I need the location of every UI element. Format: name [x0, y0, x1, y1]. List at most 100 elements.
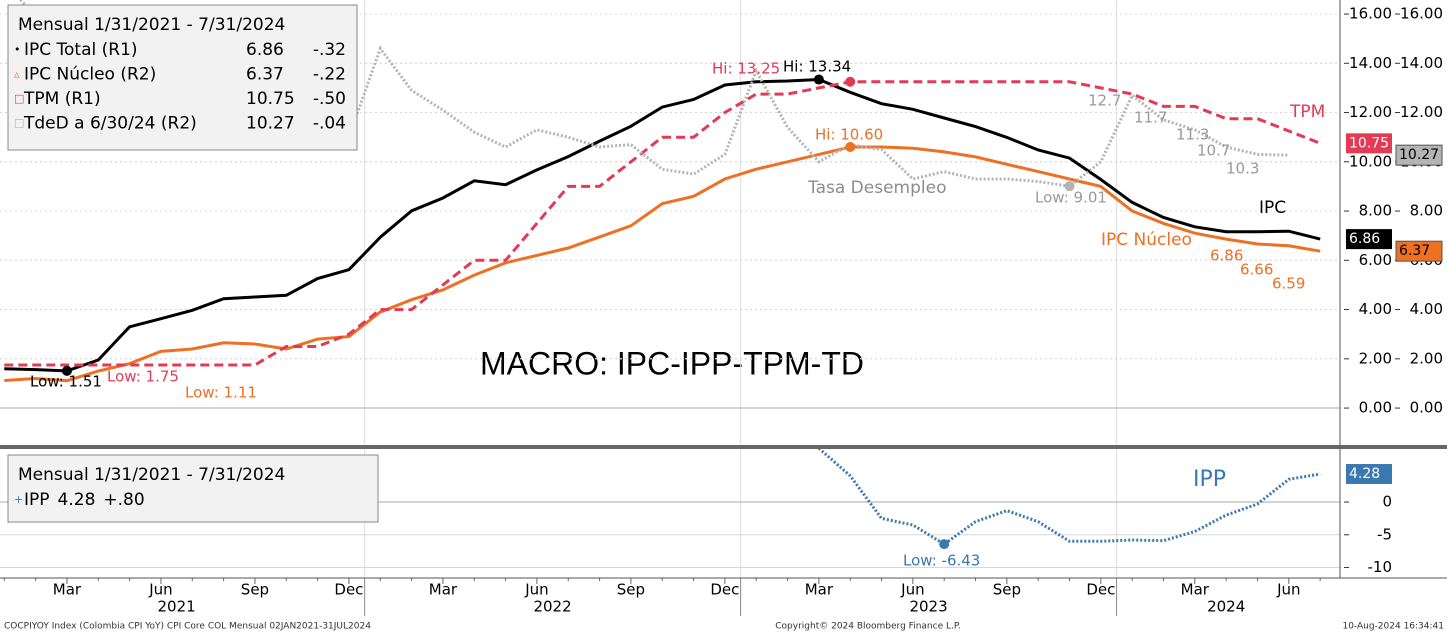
value-tag-label: 4.28: [1349, 466, 1380, 482]
footer: Copyright© 2024 Bloomberg Finance L.P.: [775, 622, 960, 632]
annotation: Hi: 13.34: [783, 58, 851, 76]
legend-change: -.32: [313, 40, 346, 60]
y-tick-label: 2.00: [1359, 349, 1392, 367]
annotation: TPM: [1289, 102, 1325, 122]
y-tick-label: 4.00: [1359, 300, 1392, 318]
y-tick-label: 14.00: [1349, 54, 1392, 72]
x-tick-label: Dec: [710, 581, 739, 599]
annotation: IPC Núcleo: [1101, 230, 1192, 250]
y-tick-label: 0.00: [1359, 399, 1392, 417]
y-tick-label: 10.00: [1349, 152, 1392, 170]
legend-title: Mensual 1/31/2021 - 7/31/2024: [18, 15, 285, 35]
annotation: 6.86: [1210, 247, 1243, 265]
legend-box: [7, 454, 379, 523]
legend: Mensual 1/31/2021 - 7/31/2024 + IPP 4.28 +.8…: [7, 454, 379, 523]
series-line: [18, 0, 1289, 188]
x-tick-label: Dec: [334, 581, 363, 599]
annotation: Low: 1.75: [107, 368, 179, 386]
annotation: 11.7: [1134, 109, 1167, 127]
value-tag-label: 10.27: [1399, 147, 1439, 163]
legend-label: TdeD a 6/30/24 (R2): [23, 114, 197, 134]
x-year-label: 2022: [533, 598, 571, 616]
legend-value: 4.28: [58, 490, 96, 510]
annotation: Low: -6.43: [903, 552, 980, 570]
value-tag: [1395, 240, 1443, 262]
legend-label: IPP: [24, 490, 50, 510]
annotation: Low: 1.51: [30, 373, 102, 391]
x-tick-label: Jun: [524, 581, 548, 599]
legend-value: 10.27: [246, 114, 295, 134]
x-tick-label: Mar: [1181, 581, 1210, 599]
y-tick-label: -10: [1368, 558, 1393, 576]
annotation: 6.59: [1272, 275, 1305, 293]
extreme-marker: [813, 74, 824, 85]
legend-label: IPC Núcleo (R2): [24, 65, 156, 85]
extreme-marker: [845, 142, 856, 153]
legend-marker: □: [14, 92, 24, 105]
series-line: [817, 449, 1321, 546]
legend-marker: •: [14, 43, 21, 56]
annotation: Tasa Desempleo: [807, 178, 946, 198]
x-year-label: 2024: [1207, 598, 1245, 616]
value-tag: [1346, 464, 1392, 485]
y-tick-label: 0.00: [1410, 399, 1443, 417]
y-tick-label: 16.00: [1400, 5, 1443, 23]
value-tag: [1346, 229, 1392, 250]
legend: Mensual 1/31/2021 - 7/31/2024 • IPC Total …: [7, 4, 358, 151]
legend-change: +.80: [103, 490, 144, 510]
value-tag-label: 6.86: [1349, 231, 1380, 247]
extreme-marker: [61, 365, 72, 376]
legend-value: 6.86: [246, 40, 284, 60]
legend-marker: ▵: [14, 68, 20, 81]
legend-change: -.04: [313, 114, 346, 134]
x-tick-label: Mar: [805, 581, 834, 599]
y-tick-label: 0: [1382, 493, 1392, 511]
value-tag: [1395, 144, 1443, 166]
y-tick-label: 8.00: [1410, 202, 1443, 220]
y-tick-label: 4.00: [1410, 300, 1443, 318]
y-tick-label: 16.00: [1349, 5, 1392, 23]
legend-label: TPM (R1): [23, 89, 101, 109]
x-tick-label: Jun: [148, 581, 172, 599]
annotation: 10.3: [1226, 160, 1259, 178]
x-tick-label: Jun: [900, 581, 924, 599]
x-tick-label: Sep: [241, 581, 269, 599]
annotation: Low: 9.01: [1035, 189, 1107, 207]
plot-area: [4, 0, 1321, 383]
y-tick-label: 6.00: [1359, 251, 1392, 269]
x-tick-label: Sep: [617, 581, 645, 599]
series-line: [4, 77, 1321, 373]
annotation: 12.7: [1088, 92, 1121, 110]
extreme-marker: [845, 76, 856, 87]
annotation: 11.3: [1176, 126, 1209, 144]
legend-change: -.22: [313, 65, 346, 85]
legend-marker: □: [14, 117, 24, 130]
legend-box: [7, 4, 358, 151]
plot-area: [817, 449, 1321, 546]
chart-title: MACRO: IPC-IPP-TPM-TD: [480, 345, 864, 381]
value-tag: [1346, 133, 1392, 154]
legend-label: IPC Total (R1): [24, 40, 138, 60]
y-tick-label: 12.00: [1400, 103, 1443, 121]
annotation: Hi: 13.25: [712, 60, 780, 78]
x-tick-label: Jun: [1276, 581, 1300, 599]
annotation: 10.7: [1197, 142, 1230, 160]
y-tick-label: 12.00: [1349, 103, 1392, 121]
x-tick-label: Sep: [993, 581, 1021, 599]
x-year-label: 2021: [158, 598, 196, 616]
legend-value: 10.75: [246, 89, 295, 109]
series-line: [4, 145, 1321, 383]
value-tag-label: 10.75: [1349, 135, 1389, 151]
annotation: Hi: 10.60: [815, 126, 883, 144]
extreme-marker: [939, 539, 950, 550]
x-year-label: 2023: [909, 598, 947, 616]
annotation: Low: 1.11: [185, 384, 257, 402]
y-tick-label: 14.00: [1400, 54, 1443, 72]
footer: 10-Aug-2024 16:34:41: [1342, 622, 1444, 632]
series-line: [4, 80, 1321, 367]
legend-title: Mensual 1/31/2021 - 7/31/2024: [18, 465, 285, 485]
x-tick-label: Mar: [53, 581, 82, 599]
y-tick-label: -5: [1377, 525, 1392, 543]
extreme-marker: [1064, 181, 1075, 192]
